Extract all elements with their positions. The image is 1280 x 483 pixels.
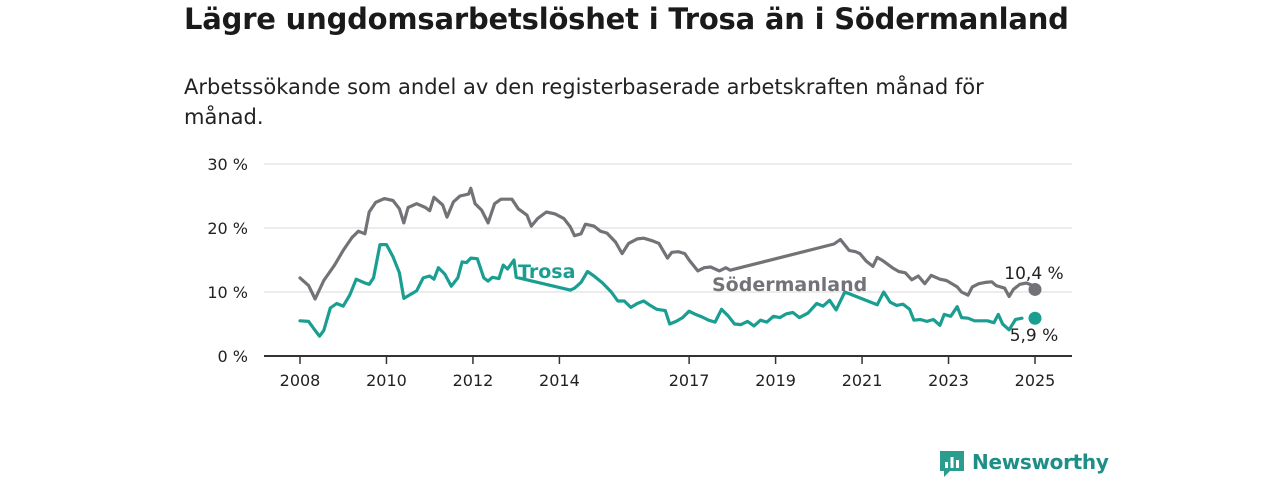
y-axis-ticks: 0 % 10 % 20 % 30 % bbox=[207, 155, 248, 366]
end-marker-trosa bbox=[1028, 311, 1042, 325]
x-tick-label: 2014 bbox=[539, 371, 580, 390]
end-label-trosa: 5,9 % bbox=[1010, 326, 1059, 346]
series-lines bbox=[298, 186, 1037, 338]
y-tick-label: 20 % bbox=[207, 219, 248, 238]
series-line-sodermanland bbox=[298, 186, 1037, 301]
x-tick-label: 2023 bbox=[928, 371, 969, 390]
x-tick-label: 2017 bbox=[669, 371, 710, 390]
x-tick-label: 2025 bbox=[1015, 371, 1056, 390]
x-axis-ticks: 2008 2010 2012 2014 2017 2019 2021 2023 2025 bbox=[280, 356, 1056, 390]
end-label-sodermanland: 10,4 % bbox=[1004, 264, 1063, 284]
chart-subtitle: Arbetssökande som andel av den registerb… bbox=[184, 75, 984, 129]
y-tick-label: 10 % bbox=[207, 283, 248, 302]
series-end-markers bbox=[1028, 282, 1042, 325]
x-tick-label: 2012 bbox=[453, 371, 494, 390]
y-tick-label: 30 % bbox=[207, 155, 248, 174]
series-label-sodermanland: Södermanland bbox=[712, 274, 867, 296]
x-tick-label: 2021 bbox=[842, 371, 883, 390]
chart-title: Lägre ungdomsarbetslöshet i Trosa än i S… bbox=[184, 2, 1069, 36]
newsworthy-logo-icon bbox=[940, 451, 964, 477]
x-tick-label: 2019 bbox=[755, 371, 796, 390]
x-tick-label: 2010 bbox=[366, 371, 407, 390]
y-tick-label: 0 % bbox=[218, 347, 248, 366]
end-marker-sodermanland bbox=[1028, 282, 1042, 296]
newsworthy-logo-text: Newsworthy bbox=[972, 450, 1109, 474]
series-line-trosa bbox=[298, 243, 1024, 338]
series-label-trosa: Trosa bbox=[518, 261, 575, 283]
gridlines bbox=[264, 163, 1072, 357]
newsworthy-logo: Newsworthy bbox=[938, 449, 1109, 479]
x-tick-label: 2008 bbox=[280, 371, 321, 390]
